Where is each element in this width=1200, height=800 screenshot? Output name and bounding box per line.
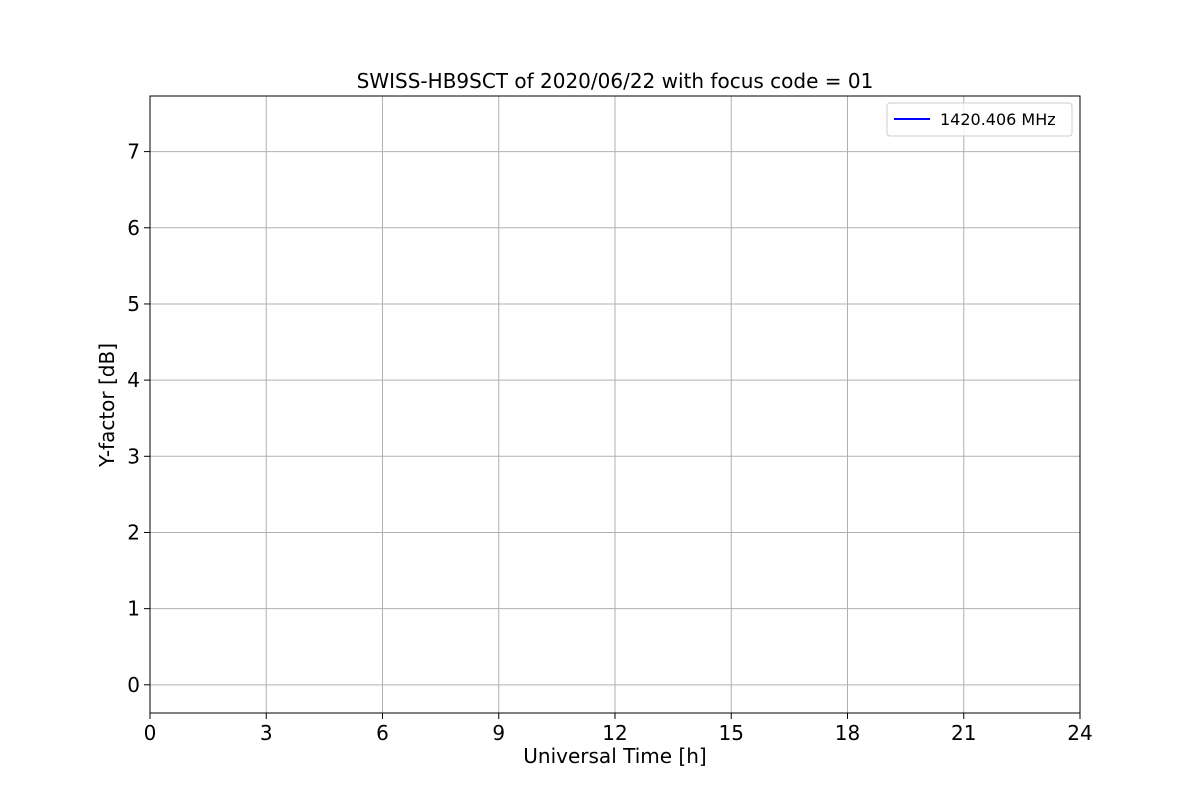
x-tick-label: 21 — [951, 721, 976, 745]
legend-label: 1420.406 MHz — [940, 110, 1056, 129]
y-tick-label: 1 — [127, 597, 140, 621]
x-tick-label: 6 — [376, 721, 389, 745]
x-axis: 0 3 6 9 12 15 18 21 24 — [144, 713, 1093, 745]
x-tick-label: 24 — [1067, 721, 1092, 745]
x-tick-label: 9 — [492, 721, 505, 745]
x-tick-label: 0 — [144, 721, 157, 745]
x-tick-label: 18 — [835, 721, 860, 745]
y-tick-label: 5 — [127, 292, 140, 316]
y-axis-label: Y-factor [dB] — [95, 343, 119, 468]
x-tick-label: 15 — [719, 721, 744, 745]
legend-box — [886, 102, 1073, 137]
y-tick-label: 3 — [127, 444, 140, 468]
grid — [149, 96, 1081, 713]
chart-title: SWISS-HB9SCT of 2020/06/22 with focus co… — [357, 69, 874, 93]
x-axis-label: Universal Time [h] — [523, 744, 706, 768]
y-tick-label: 6 — [127, 216, 140, 240]
x-tick-label: 3 — [260, 721, 273, 745]
y-tick-label: 0 — [127, 673, 140, 697]
y-tick-label: 4 — [127, 368, 140, 392]
legend: 1420.406 MHz — [886, 102, 1073, 137]
y-tick-label: 7 — [127, 140, 140, 164]
y-axis: 0 1 2 3 4 5 6 7 — [127, 140, 150, 697]
y-tick-label: 2 — [127, 520, 140, 544]
x-tick-label: 12 — [602, 721, 627, 745]
